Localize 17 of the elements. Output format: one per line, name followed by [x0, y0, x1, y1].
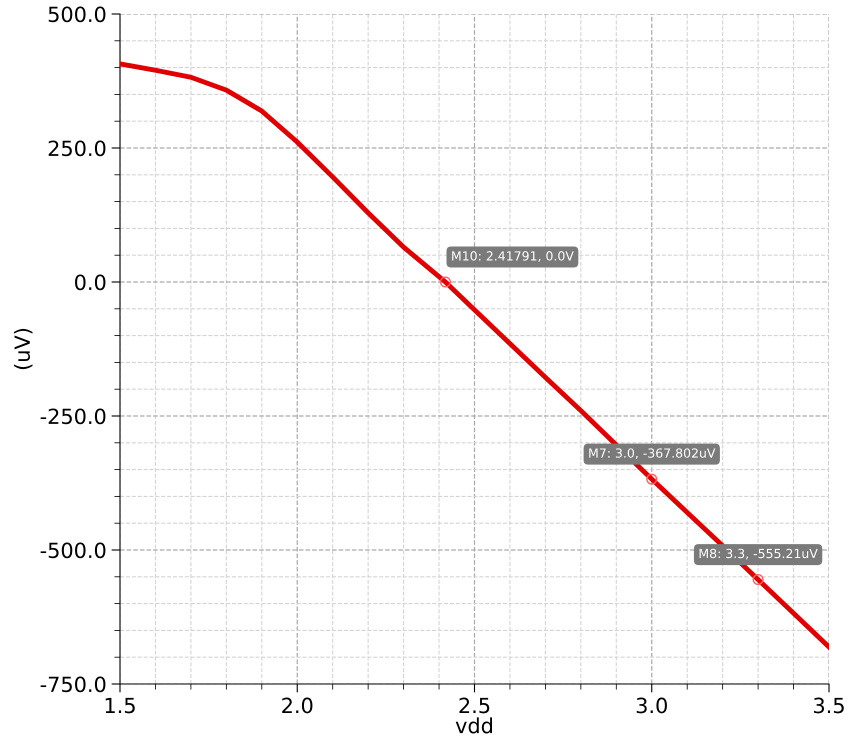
y-tick-label: -500.0 — [40, 542, 106, 558]
line-series — [120, 61, 829, 650]
x-tick-label: 2.0 — [282, 698, 312, 714]
x-axis-title: vdd — [456, 717, 492, 734]
x-tick-label: 1.5 — [106, 698, 135, 714]
y-tick-label: -250.0 — [40, 408, 106, 424]
y-tick-label: 250.0 — [48, 140, 106, 156]
y-tick-label: 0.0 — [75, 274, 106, 290]
x-tick-label: 3.0 — [636, 698, 667, 714]
annotation: M8: 3.3, -555.21uV — [700, 548, 818, 560]
y-axis-title: (uV) — [14, 328, 33, 370]
annotation: M10: 2.41791, 0.0V — [452, 251, 574, 262]
y-tick-label: 500.0 — [48, 6, 106, 22]
y-tick-label: -750.0 — [40, 676, 106, 692]
x-tick-label: 3.5 — [814, 698, 844, 714]
x-tick-label: 2.5 — [459, 698, 490, 714]
annotation: M7: 3.0, -367.802uV — [589, 448, 716, 460]
